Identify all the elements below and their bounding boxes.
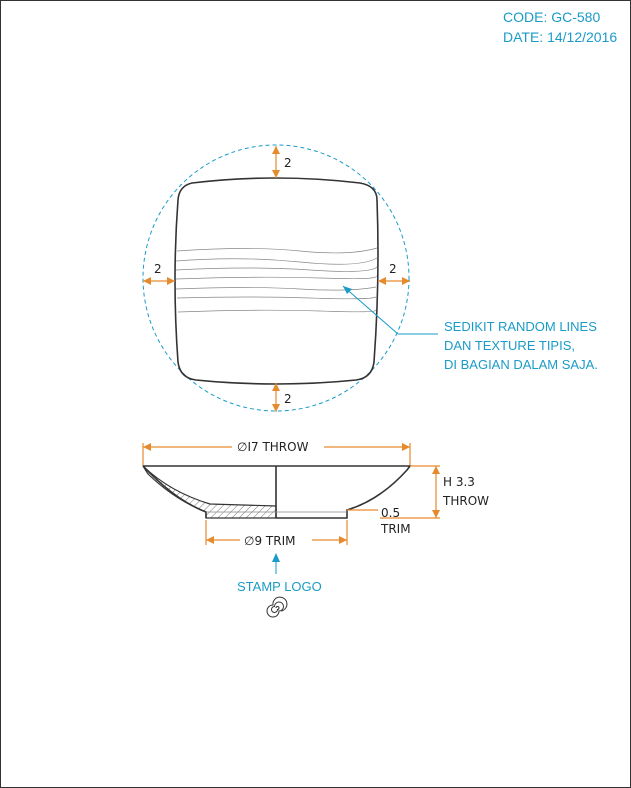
bottom-margin-label: 2	[284, 392, 292, 406]
stamp-logo-label: STAMP LOGO	[237, 579, 322, 594]
foot-height-value: 0.5	[381, 506, 400, 520]
texture-note-line-2: DAN TEXTURE TIPIS,	[444, 338, 575, 353]
square-plate-outline	[174, 177, 379, 385]
throw-circle	[142, 144, 410, 412]
dim-height: H 3.3 THROW	[380, 465, 489, 519]
dim-right-margin: 2	[378, 262, 410, 285]
texture-note-line-3: DI BAGIAN DALAM SAJA.	[444, 357, 598, 372]
dim-left-margin: 2	[143, 262, 175, 285]
product-code: CODE: GC-580	[503, 9, 600, 25]
bowl-section-hatch	[142, 465, 277, 519]
drawing-date: DATE: 14/12/2016	[503, 29, 617, 45]
dim-bottom-margin: 2	[272, 383, 292, 412]
right-margin-label: 2	[389, 262, 397, 276]
dim-foot-diameter: ∅9 TRIM	[205, 520, 348, 548]
height-value: H 3.3	[443, 475, 475, 489]
height-label: THROW	[442, 494, 489, 508]
foot-height-label: TRIM	[380, 522, 411, 536]
dim-overall-diameter: ∅I7 THROW	[142, 438, 411, 466]
left-margin-label: 2	[154, 262, 162, 276]
texture-note-line-1: SEDIKIT RANDOM LINES	[444, 319, 597, 334]
texture-note-leader	[342, 285, 438, 335]
overall-diameter-label: ∅I7 THROW	[237, 440, 309, 454]
bowl-section-outline	[142, 465, 207, 518]
stamp-callout: STAMP LOGO	[237, 553, 322, 618]
foot-diameter-label: ∅9 TRIM	[244, 534, 295, 548]
top-margin-label: 2	[284, 156, 292, 170]
texture-lines	[175, 247, 378, 313]
top-view: 2 2 2 2 SEDIKIT RANDOM LINES	[142, 144, 598, 412]
side-view: ∅I7 THROW H 3.3 THROW 0.5 TRIM	[142, 438, 489, 548]
dim-top-margin: 2	[272, 146, 292, 178]
spiral-stamp-icon	[266, 596, 288, 618]
